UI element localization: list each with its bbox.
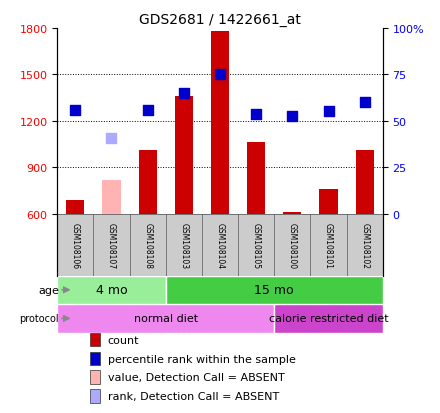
Bar xyxy=(93,214,129,276)
Bar xyxy=(274,214,311,276)
Point xyxy=(144,107,151,114)
Point xyxy=(289,114,296,120)
Bar xyxy=(103,180,121,214)
Point xyxy=(325,108,332,115)
Text: GSM108105: GSM108105 xyxy=(252,222,260,268)
Bar xyxy=(247,143,265,214)
Bar xyxy=(57,304,274,333)
Text: GSM108104: GSM108104 xyxy=(216,222,224,268)
Bar xyxy=(283,213,301,214)
Point xyxy=(72,107,79,114)
Text: GSM108100: GSM108100 xyxy=(288,222,297,268)
Text: GSM108107: GSM108107 xyxy=(107,222,116,268)
Bar xyxy=(57,214,93,276)
Point xyxy=(253,111,260,118)
Text: rank, Detection Call = ABSENT: rank, Detection Call = ABSENT xyxy=(108,391,279,401)
Bar xyxy=(129,214,166,276)
Text: GSM108102: GSM108102 xyxy=(360,222,369,268)
Text: GSM108106: GSM108106 xyxy=(71,222,80,268)
Text: percentile rank within the sample: percentile rank within the sample xyxy=(108,354,296,364)
Bar xyxy=(90,389,99,403)
Text: 15 mo: 15 mo xyxy=(254,284,294,297)
Text: count: count xyxy=(108,335,139,345)
Bar xyxy=(166,276,383,304)
Bar xyxy=(90,370,99,384)
Point xyxy=(108,135,115,142)
Bar xyxy=(66,200,84,214)
Text: protocol: protocol xyxy=(19,313,59,324)
Title: GDS2681 / 1422661_at: GDS2681 / 1422661_at xyxy=(139,12,301,26)
Bar xyxy=(202,214,238,276)
Bar xyxy=(90,333,99,347)
Text: value, Detection Call = ABSENT: value, Detection Call = ABSENT xyxy=(108,372,284,382)
Text: GSM108103: GSM108103 xyxy=(180,222,188,268)
Bar xyxy=(139,151,157,214)
Bar xyxy=(238,214,274,276)
Text: calorie restricted diet: calorie restricted diet xyxy=(269,313,389,324)
Bar xyxy=(356,151,374,214)
Bar xyxy=(274,304,383,333)
Bar xyxy=(166,214,202,276)
Bar xyxy=(319,190,337,214)
Text: GSM108108: GSM108108 xyxy=(143,222,152,268)
Bar xyxy=(347,214,383,276)
Bar xyxy=(311,214,347,276)
Text: GSM108101: GSM108101 xyxy=(324,222,333,268)
Bar xyxy=(211,32,229,214)
Bar xyxy=(90,352,99,366)
Point xyxy=(216,72,224,78)
Point xyxy=(180,90,187,97)
Text: age: age xyxy=(38,285,59,295)
Bar xyxy=(57,276,166,304)
Point xyxy=(361,100,368,106)
Text: 4 mo: 4 mo xyxy=(95,284,127,297)
Text: normal diet: normal diet xyxy=(134,313,198,324)
Bar xyxy=(175,97,193,214)
